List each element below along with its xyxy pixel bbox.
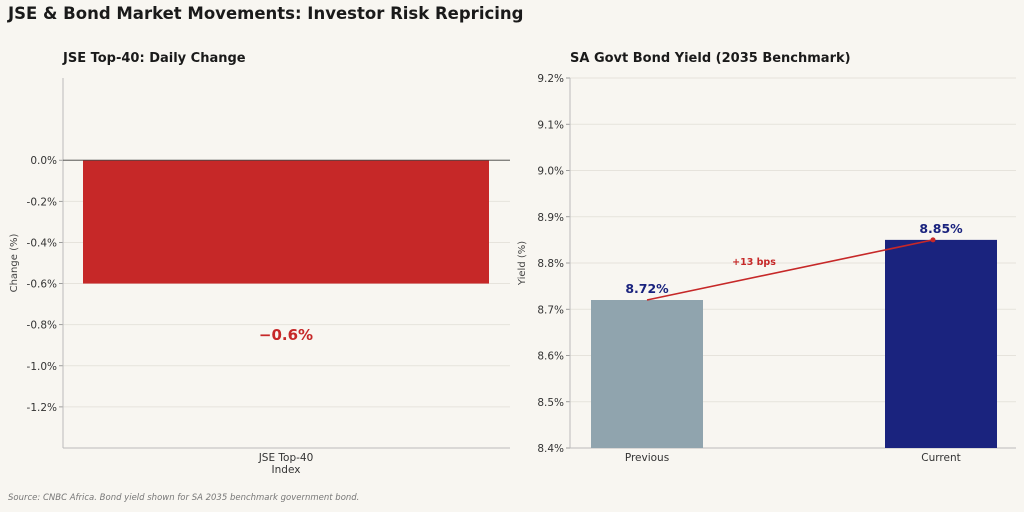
y-tick-label: 8.6% xyxy=(537,351,564,363)
source-note: Source: CNBC Africa. Bond yield shown fo… xyxy=(8,493,360,503)
bar-jse-top40 xyxy=(83,160,489,284)
x-tick-label: Previous xyxy=(625,452,669,464)
x-tick-label: Current xyxy=(921,452,960,464)
y-tick-label: 8.9% xyxy=(537,212,564,224)
y-tick-label: -1.0% xyxy=(27,361,57,373)
y-tick-label: -0.4% xyxy=(27,237,57,249)
change-line-end-marker xyxy=(930,237,936,243)
y-tick-label: -0.6% xyxy=(27,279,57,291)
bar-previous xyxy=(591,300,703,448)
value-annotation: −0.6% xyxy=(259,326,313,344)
page-title: JSE & Bond Market Movements: Investor Ri… xyxy=(8,4,524,23)
change-line xyxy=(646,239,934,301)
y-tick-label: 9.1% xyxy=(537,119,564,131)
y-tick-label: -0.8% xyxy=(27,320,57,332)
x-tick-label: JSE Top-40 Index xyxy=(258,452,314,476)
y-tick-label: 8.4% xyxy=(537,443,564,455)
chart-title: JSE Top-40: Daily Change xyxy=(62,51,246,66)
y-tick-label: 9.2% xyxy=(537,73,564,85)
y-tick-label: 8.7% xyxy=(537,304,564,316)
y-axis-label: Yield (%) xyxy=(517,241,528,286)
chart-title: SA Govt Bond Yield (2035 Benchmark) xyxy=(570,51,851,66)
jse-change-chart: JSE Top-40: Daily Change 0.0% -0.2% -0.4% -0… xyxy=(9,51,510,476)
y-tick-label: 8.8% xyxy=(537,258,564,270)
y-tick-label: 0.0% xyxy=(30,155,57,167)
bar-current xyxy=(885,239,997,448)
y-tick-label: 8.5% xyxy=(537,397,564,409)
y-tick-label: -1.2% xyxy=(27,402,57,414)
bond-yield-chart: SA Govt Bond Yield (2035 Benchmark) 8.4% 8… xyxy=(517,51,1016,464)
change-label: +13 bps xyxy=(732,257,776,268)
data-label: 8.72% xyxy=(625,281,669,296)
data-label: 8.85% xyxy=(919,221,963,236)
y-tick-label: 9.0% xyxy=(537,166,564,178)
y-axis-label: Change (%) xyxy=(9,234,20,293)
y-tick-label: -0.2% xyxy=(27,196,57,208)
